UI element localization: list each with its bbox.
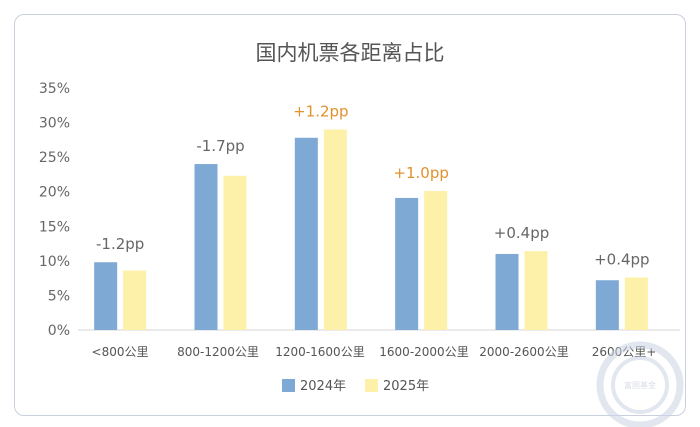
watermark-logo: 富国基金 [596, 341, 684, 427]
change-annotation: +1.2pp [293, 102, 348, 120]
bar-series-2 [123, 270, 147, 330]
legend-swatch [365, 379, 378, 392]
bar-series-2 [624, 277, 648, 330]
legend-label: 2025年 [383, 379, 429, 394]
bar-series-1 [194, 164, 218, 330]
x-category-label: 2000-2600公里 [479, 345, 568, 359]
legend: 2024年 2025年 [282, 379, 429, 394]
change-annotation: -1.2pp [96, 235, 144, 253]
bar-series-2 [424, 191, 448, 330]
change-annotation: +0.4pp [494, 224, 549, 242]
annotation-group: -1.2pp -1.7pp +1.2pp +1.0pp +0.4pp +0.4pp [96, 102, 650, 268]
y-tick-label: 30% [39, 116, 70, 132]
y-tick-label: 5% [48, 288, 70, 304]
change-annotation: +1.0pp [393, 164, 448, 182]
legend-swatch [282, 379, 295, 392]
bar-series-1 [395, 197, 419, 330]
legend-label: 2024年 [300, 379, 346, 394]
bar-series-1 [595, 280, 619, 330]
change-annotation: -1.7pp [196, 137, 244, 155]
x-category-label: 1200-1600公里 [275, 345, 364, 359]
bar-series-2 [223, 175, 247, 330]
x-axis-categories: <800公里 800-1200公里 1200-1600公里 1600-2000公里 20… [92, 345, 657, 359]
y-tick-label: 0% [48, 323, 70, 339]
y-tick-label: 20% [39, 185, 70, 201]
bar-group [94, 129, 648, 330]
x-category-label: 1600-2000公里 [379, 345, 468, 359]
y-tick-label: 25% [39, 150, 70, 166]
watermark-text: 富国基金 [624, 380, 656, 390]
bar-series-2 [524, 251, 548, 330]
x-category-label: <800公里 [92, 345, 149, 359]
y-tick-label: 10% [39, 254, 70, 270]
chart-title: 国内机票各距离占比 [256, 41, 445, 65]
y-tick-label: 15% [39, 219, 70, 235]
y-tick-label: 35% [39, 81, 70, 97]
bar-series-1 [94, 262, 118, 330]
x-category-label: 800-1200公里 [177, 345, 259, 359]
y-axis: 0% 5% 10% 15% 20% 25% 30% 35% [39, 81, 70, 339]
chart-frame [14, 14, 686, 416]
bar-series-1 [495, 253, 519, 330]
bar-series-1 [294, 137, 318, 330]
bar-series-2 [323, 129, 347, 330]
change-annotation: +0.4pp [594, 250, 649, 268]
